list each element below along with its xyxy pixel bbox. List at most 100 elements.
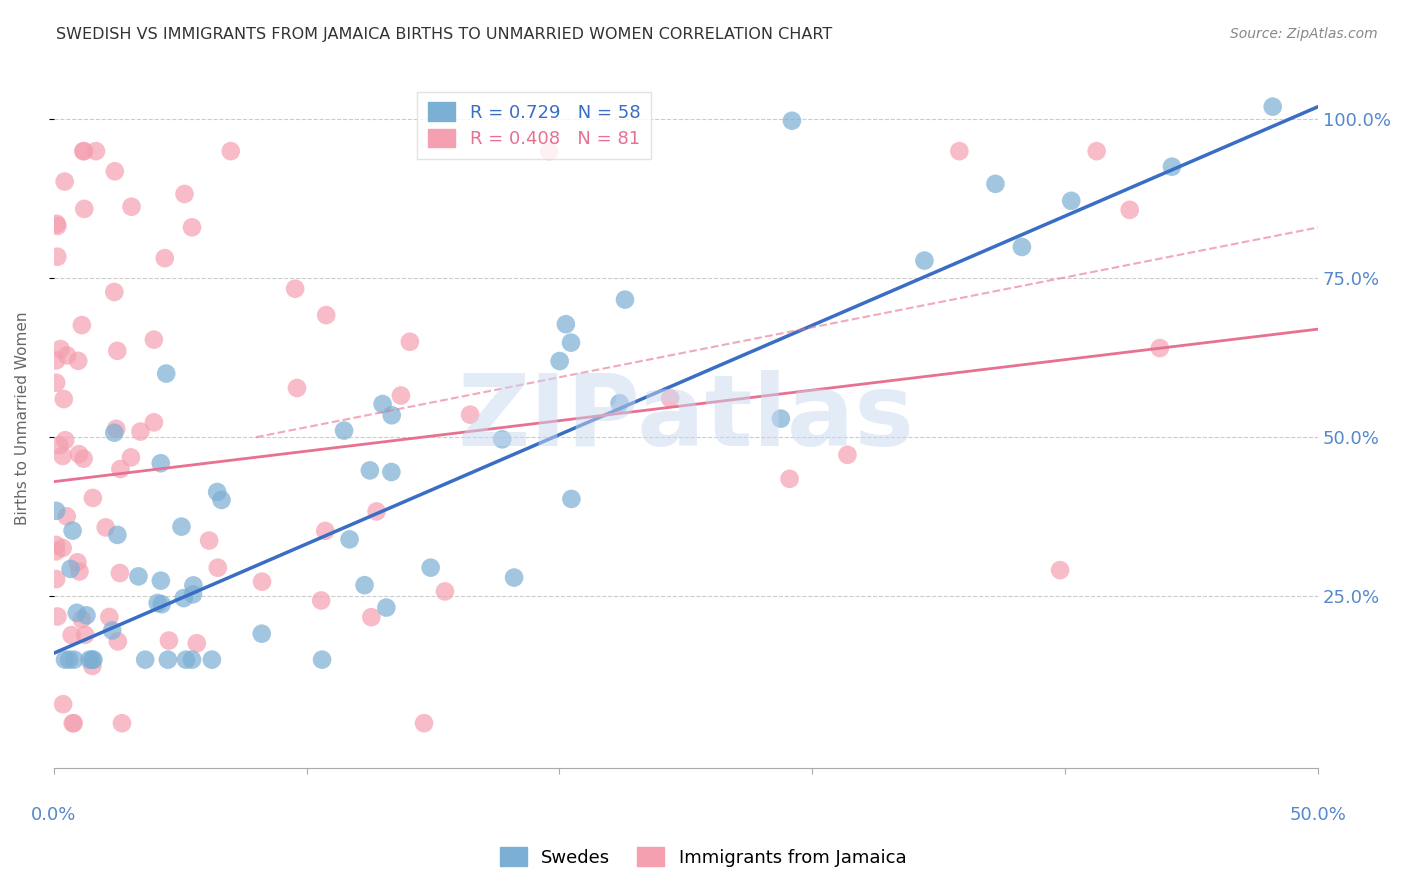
Immigrants from Jamaica (186, 636, 208, 650)
Immigrants from Jamaica (45, 217, 67, 231)
Immigrants from Jamaica (413, 716, 436, 731)
Immigrants from Jamaica (104, 164, 127, 178)
Immigrants from Jamaica (49, 342, 72, 356)
Swedes (554, 317, 576, 331)
Immigrants from Jamaica (121, 200, 143, 214)
Text: 50.0%: 50.0% (1289, 806, 1347, 824)
Immigrants from Jamaica (45, 572, 67, 586)
Swedes (134, 653, 156, 667)
Immigrants from Jamaica (52, 449, 75, 463)
Immigrants from Jamaica (108, 566, 131, 580)
Immigrants from Jamaica (73, 202, 96, 216)
Swedes (62, 524, 84, 538)
Immigrants from Jamaica (103, 285, 125, 299)
Immigrants from Jamaica (45, 353, 67, 368)
Swedes (211, 492, 233, 507)
Immigrants from Jamaica (52, 697, 75, 711)
Immigrants from Jamaica (285, 381, 308, 395)
Swedes (59, 562, 82, 576)
Swedes (1060, 194, 1083, 208)
Swedes (101, 624, 124, 638)
Immigrants from Jamaica (309, 593, 332, 607)
Swedes (1261, 100, 1284, 114)
Swedes (66, 606, 89, 620)
Immigrants from Jamaica (948, 144, 970, 158)
Swedes (181, 653, 204, 667)
Swedes (181, 587, 204, 601)
Swedes (58, 653, 80, 667)
Immigrants from Jamaica (129, 425, 152, 439)
Swedes (371, 397, 394, 411)
Immigrants from Jamaica (56, 348, 79, 362)
Immigrants from Jamaica (48, 438, 70, 452)
Immigrants from Jamaica (142, 415, 165, 429)
Swedes (359, 463, 381, 477)
Immigrants from Jamaica (250, 574, 273, 589)
Immigrants from Jamaica (66, 555, 89, 569)
Immigrants from Jamaica (779, 472, 801, 486)
Swedes (560, 491, 582, 506)
Immigrants from Jamaica (53, 434, 76, 448)
Immigrants from Jamaica (1119, 202, 1142, 217)
Immigrants from Jamaica (837, 448, 859, 462)
Immigrants from Jamaica (284, 282, 307, 296)
Immigrants from Jamaica (75, 628, 97, 642)
Swedes (173, 591, 195, 606)
Immigrants from Jamaica (70, 612, 93, 626)
Y-axis label: Births to Unmarried Women: Births to Unmarried Women (15, 311, 30, 524)
Swedes (105, 528, 128, 542)
Immigrants from Jamaica (366, 504, 388, 518)
Swedes (353, 578, 375, 592)
Swedes (560, 335, 582, 350)
Swedes (503, 570, 526, 584)
Immigrants from Jamaica (69, 565, 91, 579)
Immigrants from Jamaica (84, 144, 107, 158)
Swedes (79, 653, 101, 667)
Immigrants from Jamaica (46, 609, 69, 624)
Immigrants from Jamaica (45, 538, 67, 552)
Immigrants from Jamaica (46, 219, 69, 233)
Text: Source: ZipAtlas.com: Source: ZipAtlas.com (1230, 27, 1378, 41)
Immigrants from Jamaica (315, 308, 337, 322)
Immigrants from Jamaica (62, 716, 84, 731)
Immigrants from Jamaica (53, 175, 76, 189)
Text: 0.0%: 0.0% (31, 806, 76, 824)
Immigrants from Jamaica (219, 144, 242, 158)
Immigrants from Jamaica (62, 716, 84, 731)
Swedes (82, 653, 104, 667)
Immigrants from Jamaica (82, 491, 104, 505)
Swedes (380, 465, 402, 479)
Swedes (1011, 240, 1033, 254)
Swedes (156, 653, 179, 667)
Swedes (548, 354, 571, 368)
Swedes (769, 411, 792, 425)
Swedes (614, 293, 637, 307)
Immigrants from Jamaica (314, 524, 336, 538)
Immigrants from Jamaica (399, 334, 422, 349)
Swedes (609, 396, 631, 410)
Immigrants from Jamaica (659, 392, 682, 406)
Immigrants from Jamaica (181, 220, 204, 235)
Swedes (311, 653, 333, 667)
Swedes (375, 600, 398, 615)
Immigrants from Jamaica (46, 250, 69, 264)
Immigrants from Jamaica (538, 144, 561, 158)
Immigrants from Jamaica (94, 520, 117, 534)
Immigrants from Jamaica (98, 610, 121, 624)
Immigrants from Jamaica (45, 376, 67, 390)
Immigrants from Jamaica (1085, 144, 1108, 158)
Swedes (149, 574, 172, 588)
Swedes (914, 253, 936, 268)
Swedes (205, 485, 228, 500)
Swedes (63, 653, 86, 667)
Swedes (170, 519, 193, 533)
Immigrants from Jamaica (72, 451, 94, 466)
Swedes (419, 560, 441, 574)
Swedes (80, 653, 103, 667)
Swedes (45, 504, 67, 518)
Swedes (174, 653, 197, 667)
Immigrants from Jamaica (458, 408, 481, 422)
Swedes (150, 597, 173, 611)
Swedes (250, 626, 273, 640)
Text: ZIPatlas: ZIPatlas (457, 369, 914, 467)
